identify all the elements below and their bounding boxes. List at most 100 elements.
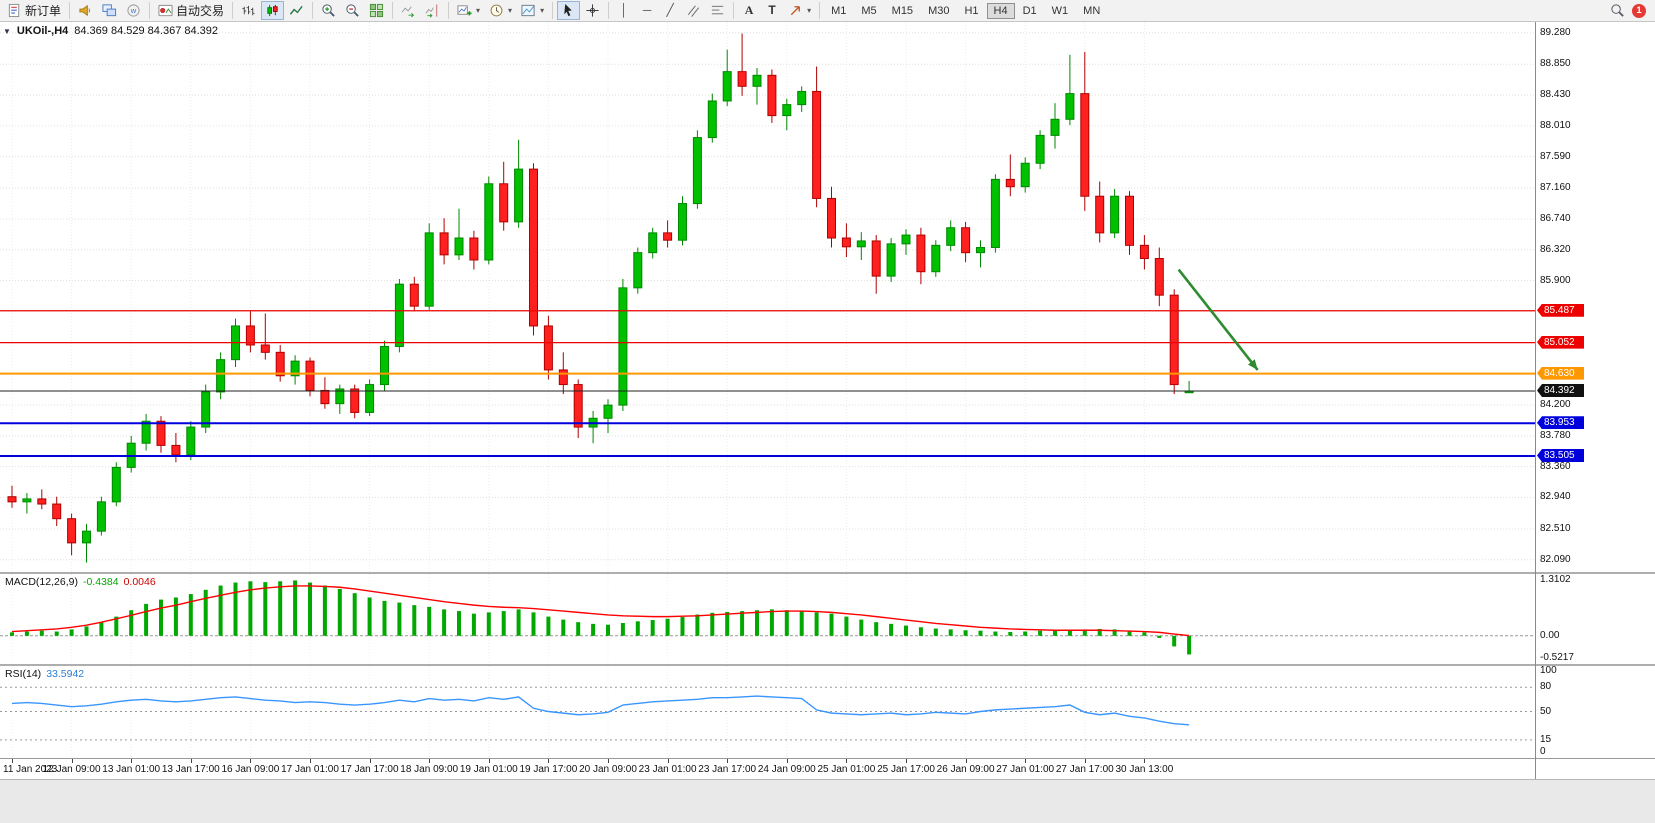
price-scale-main[interactable]: 89.280 88.850 88.430 88.010 87.590 87.160 86.7…	[1536, 22, 1655, 572]
price-badge: 83.505	[1537, 449, 1584, 463]
chart-title-row: ▼ UKOil-,H4 84.369 84.529 84.367 84.392	[3, 25, 218, 37]
arrow-shape-icon	[790, 6, 800, 16]
time-axis-label: 13 Jan 01:00	[102, 764, 161, 775]
main-chart-area[interactable]: ▼ UKOil-,H4 84.369 84.529 84.367 84.392	[0, 22, 1535, 572]
rsi-scale[interactable]: 100 80 50 15 0	[1536, 666, 1655, 758]
timeframe-h1-button[interactable]: H1	[957, 3, 985, 19]
timeframe-m1-button[interactable]: M1	[824, 3, 853, 19]
trendline-tool-button[interactable]: ╱	[659, 1, 681, 20]
time-axis-tick	[369, 759, 371, 763]
time-axis-tick	[786, 759, 788, 763]
rsi-scale-label: 50	[1540, 705, 1552, 717]
toolbar-separator	[69, 2, 71, 19]
charts-window-button[interactable]	[98, 1, 121, 20]
rsi-name: RSI(14)	[5, 668, 42, 680]
toolbar-separator	[819, 2, 821, 19]
macd-scale-label: -0.5217	[1540, 652, 1574, 663]
candlestick-chart-canvas[interactable]	[0, 22, 1535, 572]
time-axis-tick	[608, 759, 609, 763]
new-order-label: 新订单	[25, 4, 62, 18]
one-click-trading-toggle[interactable]: ▼	[3, 26, 11, 36]
new-chart-button[interactable]: ▾	[453, 1, 484, 20]
text-icon: A	[744, 3, 754, 17]
time-axis[interactable]: 11 Jan 2023 12 Jan 09:00 13 Jan 01:00 13 Ja…	[0, 759, 1535, 779]
toolbar-separator	[733, 2, 735, 19]
rsi-scale-label: 15	[1540, 733, 1552, 745]
toolbar-separator	[312, 2, 314, 19]
channel-tool-button[interactable]	[682, 1, 705, 20]
time-axis-label: 26 Jan 09:00	[936, 764, 995, 775]
arrows-tool-button[interactable]: ▾	[784, 1, 815, 20]
rsi-scale-label: 100	[1540, 666, 1557, 676]
time-axis-label: 27 Jan 01:00	[996, 764, 1055, 775]
macd-chart-canvas[interactable]	[0, 574, 1535, 664]
horizontal-line-icon: ─	[642, 3, 652, 17]
time-axis-tick	[1084, 759, 1086, 763]
timeframe-w1-button[interactable]: W1	[1045, 3, 1076, 19]
timeframe-m15-button[interactable]: M15	[885, 3, 920, 19]
vertical-line-tool-button[interactable]: │	[613, 1, 635, 20]
time-axis-tick	[12, 759, 13, 763]
line-chart-mode-button[interactable]	[285, 1, 308, 20]
price-axis-label: 85.900	[1540, 274, 1571, 286]
new-order-button[interactable]: 新订单	[3, 1, 65, 20]
auto-trading-button[interactable]: 自动交易	[154, 1, 228, 20]
macd-signal-value: 0.0046	[123, 576, 156, 588]
search-button[interactable]	[1606, 1, 1629, 20]
price-axis-label: 87.590	[1540, 150, 1571, 162]
time-axis-label: 19 Jan 01:00	[459, 764, 518, 775]
horizontal-line-tool-button[interactable]: ─	[636, 1, 658, 20]
macd-name: MACD(12,26,9)	[5, 576, 78, 588]
notification-badge[interactable]: 1	[1632, 3, 1646, 18]
panel-divider[interactable]	[0, 572, 1535, 574]
zoom-out-button[interactable]	[341, 1, 364, 20]
price-axis-label: 88.010	[1540, 119, 1571, 131]
time-axis-tick	[190, 759, 192, 763]
auto-scroll-button[interactable]	[397, 1, 420, 20]
price-axis-label: 83.360	[1540, 460, 1571, 472]
bottom-strip	[0, 779, 1655, 823]
time-axis-label: 12 Jan 09:00	[42, 764, 101, 775]
text-label-tool-button[interactable]: T	[761, 1, 783, 20]
alerts-button[interactable]	[74, 1, 97, 20]
rsi-panel[interactable]: RSI(14) 33.5942	[0, 666, 1535, 758]
chart-shift-button[interactable]	[421, 1, 444, 20]
price-scale-column[interactable]: 89.280 88.850 88.430 88.010 87.590 87.160 86.7…	[1535, 22, 1655, 779]
zoom-in-button[interactable]	[317, 1, 340, 20]
crosshair-tool-button[interactable]	[581, 1, 604, 20]
community-button[interactable]: w	[122, 1, 145, 20]
timeframe-m30-button[interactable]: M30	[921, 3, 956, 19]
cursor-tool-button[interactable]	[557, 1, 581, 20]
time-axis-tick	[667, 759, 669, 763]
timeframe-h4-button[interactable]: H4	[986, 2, 1015, 19]
panel-divider	[1536, 572, 1655, 574]
macd-scale-label: 1.3102	[1540, 574, 1571, 585]
timeframe-m5-button[interactable]: M5	[854, 3, 883, 19]
rsi-chart-canvas[interactable]	[0, 666, 1535, 758]
tile-windows-button[interactable]	[365, 1, 388, 20]
toolbar-separator	[552, 2, 554, 19]
time-axis-label: 11 Jan 2023	[3, 764, 58, 775]
templates-button[interactable]: ▾	[517, 1, 548, 20]
text-tool-button[interactable]: A	[738, 1, 760, 20]
macd-scale[interactable]: 1.3102 0.00 -0.5217	[1536, 574, 1655, 664]
time-axis-label: 16 Jan 09:00	[221, 764, 280, 775]
price-axis-label: 82.940	[1540, 491, 1571, 503]
price-axis-label: 89.280	[1540, 26, 1571, 38]
toolbar-separator	[608, 2, 610, 19]
macd-panel[interactable]: MACD(12,26,9) -0.4384 0.0046	[0, 574, 1535, 664]
panel-divider	[1536, 758, 1655, 759]
time-axis-tick	[488, 759, 490, 763]
fibonacci-tool-button[interactable]	[706, 1, 729, 20]
periods-button[interactable]: ▾	[485, 1, 516, 20]
timeframe-mn-button[interactable]: MN	[1076, 3, 1107, 19]
timeframe-d1-button[interactable]: D1	[1016, 3, 1044, 19]
time-axis-label: 17 Jan 01:00	[281, 764, 339, 775]
price-badge: 84.630	[1537, 366, 1584, 380]
macd-scale-label: 0.00	[1540, 629, 1560, 641]
panel-divider[interactable]	[0, 664, 1535, 666]
time-axis-label: 30 Jan 13:00	[1115, 764, 1174, 775]
crosshair-icon	[586, 4, 599, 17]
bar-chart-mode-button[interactable]	[237, 1, 260, 20]
candlestick-mode-button[interactable]	[261, 1, 285, 20]
